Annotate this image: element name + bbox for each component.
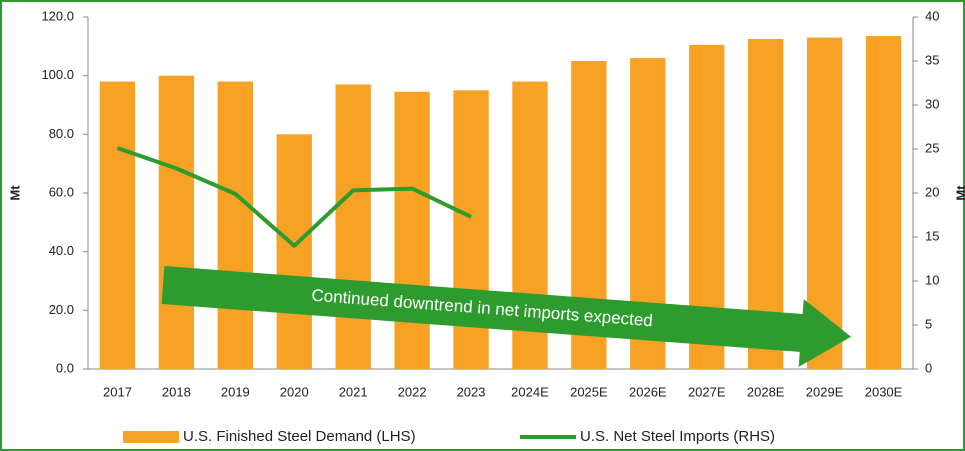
y-tick-label: 20.0: [49, 302, 74, 317]
y2-axis-label: Mt: [953, 185, 965, 201]
bars: [99, 36, 902, 370]
line: [116, 146, 472, 248]
bar: [865, 36, 902, 370]
y2-tick-label: 15: [925, 228, 939, 243]
x-tick-label: 2028E: [747, 384, 785, 399]
bar: [276, 134, 312, 369]
y-tick-label: 120.0: [41, 8, 74, 23]
bar: [99, 81, 136, 370]
y2-tick-label: 40: [925, 8, 939, 23]
arrow: [161, 266, 852, 367]
x-tick-label: 2018: [162, 384, 191, 399]
x-tick-label: 2020: [280, 384, 309, 399]
x-tick-label: 2021: [339, 384, 368, 399]
bar: [217, 81, 253, 370]
x-tick-label: 2022: [398, 384, 427, 399]
x-tick-label: 2025E: [570, 384, 608, 399]
lines: [116, 146, 472, 248]
x-tick-label: 2023: [457, 384, 486, 399]
y2-tick-label: 0: [925, 360, 932, 375]
y-tick-label: 60.0: [49, 184, 74, 199]
y2-tick-label: 25: [925, 140, 939, 155]
x-tick-label: 2019: [221, 384, 250, 399]
x-tick-label: 2024E: [511, 384, 549, 399]
x-tick-label: 2029E: [806, 384, 844, 399]
bar: [158, 75, 195, 370]
x-tick-label: 2030E: [865, 384, 903, 399]
y2-tick-label: 5: [925, 316, 932, 331]
bar: [335, 84, 371, 369]
y2-tick-label: 35: [925, 52, 939, 67]
x-tick-label: 2026E: [629, 384, 667, 399]
y2-tick-label: 10: [925, 272, 939, 287]
legend-label: U.S. Net Steel Imports (RHS): [580, 428, 775, 445]
y-tick-label: 0.0: [56, 360, 74, 375]
legend-label: U.S. Finished Steel Demand (LHS): [183, 428, 416, 445]
y-tick-label: 80.0: [49, 126, 74, 141]
x-tick-label: 2017: [103, 384, 132, 399]
y-tick-label: 100.0: [41, 67, 74, 82]
y2-tick-label: 30: [925, 96, 939, 111]
y2-tick-label: 20: [925, 184, 939, 199]
y-tick-label: 40.0: [49, 243, 74, 258]
x-tick-label: 2027E: [688, 384, 726, 399]
legend-swatch: [123, 431, 179, 443]
bar: [394, 91, 430, 370]
y-axis-label: Mt: [7, 185, 22, 201]
